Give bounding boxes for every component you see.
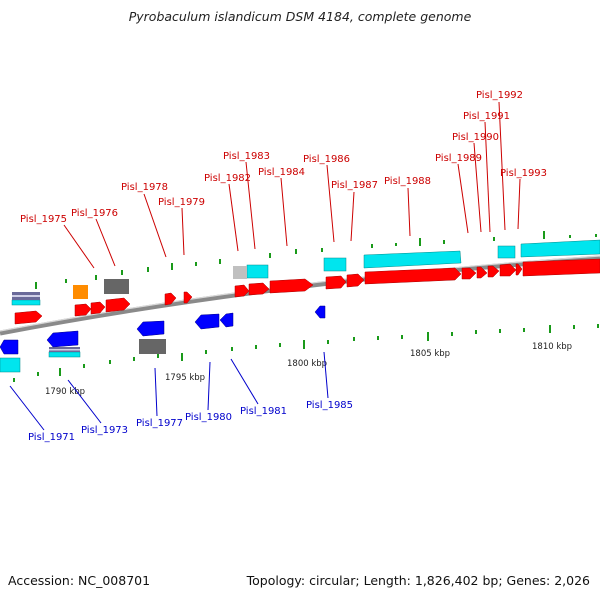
forward-strand-features[interactable] (14, 258, 600, 325)
gene-label: Pisl_1980 (185, 412, 232, 423)
gene-arrow-reverse (314, 305, 326, 319)
scale-tick-label: 1810 kbp (532, 342, 572, 352)
gene-arrow-forward (248, 282, 270, 296)
pseudo-feature[interactable] (104, 279, 129, 294)
gene-arrow-forward (164, 292, 177, 306)
gene-label: Pisl_1985 (306, 400, 353, 411)
gene-label: Pisl_1992 (476, 90, 523, 101)
gene-arrow-reverse (194, 313, 220, 330)
gene-arrow-forward (90, 301, 106, 315)
gene-arrow-forward (461, 267, 477, 280)
gene-label: Pisl_1984 (258, 167, 305, 178)
gene-arrow-forward (515, 263, 523, 276)
scale-tick-label: 1800 kbp (287, 359, 327, 369)
rna-features[interactable] (0, 239, 600, 373)
reverse-strand-features[interactable] (0, 305, 326, 355)
genome-info-text: Topology: circular; Length: 1,826,402 bp… (246, 573, 590, 588)
gene-labels-bottom[interactable]: Pisl_1971 Pisl_1973 Pisl_1977 Pisl_1980 … (28, 400, 353, 443)
rna-block (48, 351, 81, 358)
gene-arrow-reverse (219, 312, 234, 328)
gc-ticks-lower (13, 324, 599, 382)
gene-arrow-forward (183, 291, 193, 304)
gene-label: Pisl_1991 (463, 111, 510, 122)
rna-block (0, 357, 21, 373)
leader-lines-top (63, 101, 521, 269)
gene-arrow-reverse (0, 339, 19, 355)
gene-arrow-forward (269, 278, 314, 294)
scale-tick-label: 1795 kbp (165, 373, 205, 383)
repeat-stripe (49, 349, 80, 351)
genome-title: Pyrobaculum islandicum DSM 4184, complet… (128, 9, 472, 24)
gene-label: Pisl_1990 (452, 132, 499, 143)
gene-arrow-forward (14, 310, 43, 325)
leader-lines-bottom (9, 351, 329, 431)
gene-label: Pisl_1989 (435, 153, 482, 164)
gene-label: Pisl_1971 (28, 432, 75, 443)
gene-arrow-forward (476, 266, 488, 279)
gene-label: Pisl_1993 (500, 168, 547, 179)
gene-arrow-forward (74, 303, 92, 317)
rna-block (497, 245, 516, 259)
scale-tick-labels: 1790 kbp 1795 kbp 1800 kbp 1805 kbp 1810… (45, 342, 572, 397)
gene-label: Pisl_1976 (71, 208, 118, 219)
rna-block (246, 264, 269, 279)
rna-block (520, 239, 600, 258)
gene-arrow-reverse (136, 320, 165, 337)
gc-ticks-upper (35, 231, 597, 289)
gene-arrow-reverse (46, 330, 79, 348)
gene-arrow-forward (325, 275, 347, 290)
repeat-stripe (12, 295, 40, 297)
gene-label: Pisl_1988 (384, 176, 431, 187)
gene-label: Pisl_1979 (158, 197, 205, 208)
accession-text: Accession: NC_008701 (8, 573, 151, 588)
gene-label: Pisl_1981 (240, 406, 287, 417)
gene-label: Pisl_1982 (204, 173, 251, 184)
rna-block (323, 257, 347, 272)
gene-arrow-forward (522, 258, 600, 277)
gene-label: Pisl_1987 (331, 180, 378, 191)
rna-block (11, 299, 41, 306)
gene-arrow-forward (364, 267, 462, 285)
gene-label: Pisl_1975 (20, 214, 67, 225)
gene-label: Pisl_1986 (303, 154, 350, 165)
scale-tick-label: 1805 kbp (410, 349, 450, 359)
scale-tick-label: 1790 kbp (45, 387, 85, 397)
gene-label: Pisl_1978 (121, 182, 168, 193)
gene-label: Pisl_1977 (136, 418, 183, 429)
gene-arrow-forward (499, 263, 517, 277)
gene-label: Pisl_1983 (223, 151, 270, 162)
pseudo-feature[interactable] (139, 339, 166, 354)
gene-arrow-forward (487, 265, 500, 278)
repeat-features[interactable] (12, 292, 80, 352)
rna-block (363, 250, 462, 269)
gene-arrow-forward (234, 284, 250, 298)
gene-label: Pisl_1973 (81, 425, 128, 436)
light-grey-feature[interactable] (233, 266, 247, 279)
gene-arrow-forward (105, 297, 131, 313)
orange-feature[interactable] (73, 285, 88, 299)
gene-labels-top[interactable]: Pisl_1975 Pisl_1976 Pisl_1978 Pisl_1979 … (20, 90, 547, 225)
gene-arrow-forward (346, 273, 365, 288)
